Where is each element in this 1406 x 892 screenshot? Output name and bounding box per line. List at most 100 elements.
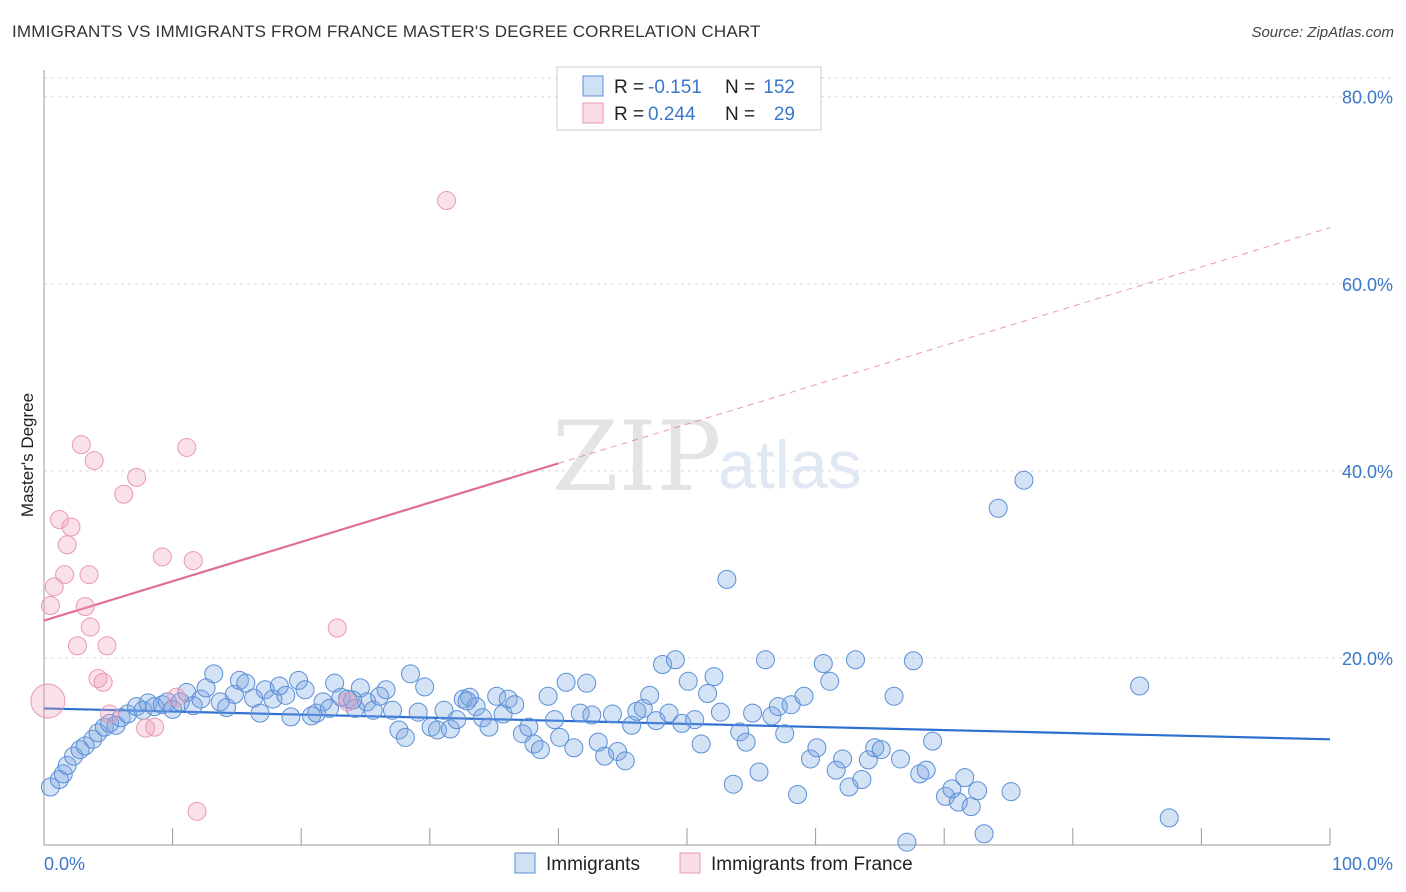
point-france [40,596,60,616]
point-immigrants [897,832,917,852]
point-france [93,672,113,692]
point-immigrants [204,664,224,684]
point-immigrants [622,715,642,735]
chart-title: IMMIGRANTS VS IMMIGRANTS FROM FRANCE MAS… [12,22,761,41]
point-immigrants [717,569,737,589]
x-tick-labels: 0.0% 100.0% [44,854,1393,874]
point-immigrants [319,698,339,718]
point-france [327,618,347,638]
point-immigrants [588,732,608,752]
point-france [67,636,87,656]
point-immigrants [75,736,95,756]
point-france [84,451,104,471]
point-immigrants [730,722,750,742]
point-immigrants [1159,808,1179,828]
point-immigrants [788,784,808,804]
point-immigrants [307,703,327,723]
point-immigrants [191,689,211,709]
point-france [61,517,81,537]
point-france [49,509,69,529]
point-immigrants [447,710,467,730]
source-label: Source: ZipAtlas.com [1251,24,1394,41]
point-immigrants [762,706,782,726]
x-tick-label-max: 100.0% [1332,854,1393,874]
point-france [152,547,172,567]
point-immigrants [487,686,507,706]
point-immigrants [325,673,345,693]
watermark-zip: ZIP [552,401,721,513]
point-immigrants [865,738,885,758]
point-immigrants [57,755,77,775]
point-france [30,683,66,719]
y-tick-label: 40.0% [1342,462,1393,482]
point-france [177,437,197,457]
point-france [166,687,186,707]
series-france-points [30,191,457,821]
point-immigrants [691,734,711,754]
bottom-legend-immigrants: Immigrants [546,854,640,875]
point-immigrants [775,724,795,744]
point-immigrants [460,687,480,707]
legend-swatch-immigrants [582,75,604,97]
point-immigrants [704,667,724,687]
point-immigrants [556,672,576,692]
point-immigrants [743,703,763,723]
point-immigrants [70,740,90,760]
point-immigrants [440,719,460,739]
point-immigrants [434,700,454,720]
point-immigrants [250,703,270,723]
point-immigrants [665,650,685,670]
point-immigrants [935,786,955,806]
legend-n-label: N = [725,77,755,98]
point-immigrants [236,673,256,693]
point-immigrants [389,720,409,740]
point-immigrants [505,695,525,715]
point-immigrants [890,749,910,769]
y-tick-label: 20.0% [1342,649,1393,669]
legend: R = -0.151 N = 152 R = 0.244 N = 29 [556,66,822,131]
point-immigrants [457,691,477,711]
point-immigrants [163,699,183,719]
point-immigrants [295,680,315,700]
bottom-legend-swatch-immigrants [514,852,536,874]
legend-box [556,66,822,131]
point-immigrants [138,693,158,713]
point-immigrants [83,729,103,749]
point-immigrants [383,700,403,720]
point-immigrants [1130,676,1150,696]
y-axis-label: Master's Degree [18,393,37,517]
legend-r-label: R = [614,77,644,98]
point-france [187,801,207,821]
point-immigrants [845,650,865,670]
point-immigrants [363,700,383,720]
y-tick-label: 80.0% [1342,88,1393,108]
legend-r-label-2: R = [614,104,644,125]
point-immigrants [408,702,428,722]
x-tick-label-min: 0.0% [44,854,85,874]
point-immigrants [884,686,904,706]
point-immigrants [833,749,853,769]
point-immigrants [602,704,622,724]
point-immigrants [564,738,584,758]
point-immigrants [800,749,820,769]
watermark-atlas: atlas [718,427,862,503]
point-immigrants [401,664,421,684]
point-immigrants [813,654,833,674]
point-immigrants [577,673,597,693]
point-immigrants [289,670,309,690]
point-immigrants [615,751,635,771]
point-france [183,551,203,571]
point-immigrants [183,696,203,716]
point-immigrants [723,774,743,794]
point-immigrants [1001,782,1021,802]
point-immigrants [466,697,486,717]
point-france [145,717,165,737]
point-france [80,617,100,637]
axes-layer [43,70,1331,846]
point-immigrants [968,781,988,801]
point-france [127,467,147,487]
point-immigrants [755,650,775,670]
point-immigrants [519,717,539,737]
legend-n-label-2: N = [725,104,755,125]
point-immigrants [988,498,1008,518]
